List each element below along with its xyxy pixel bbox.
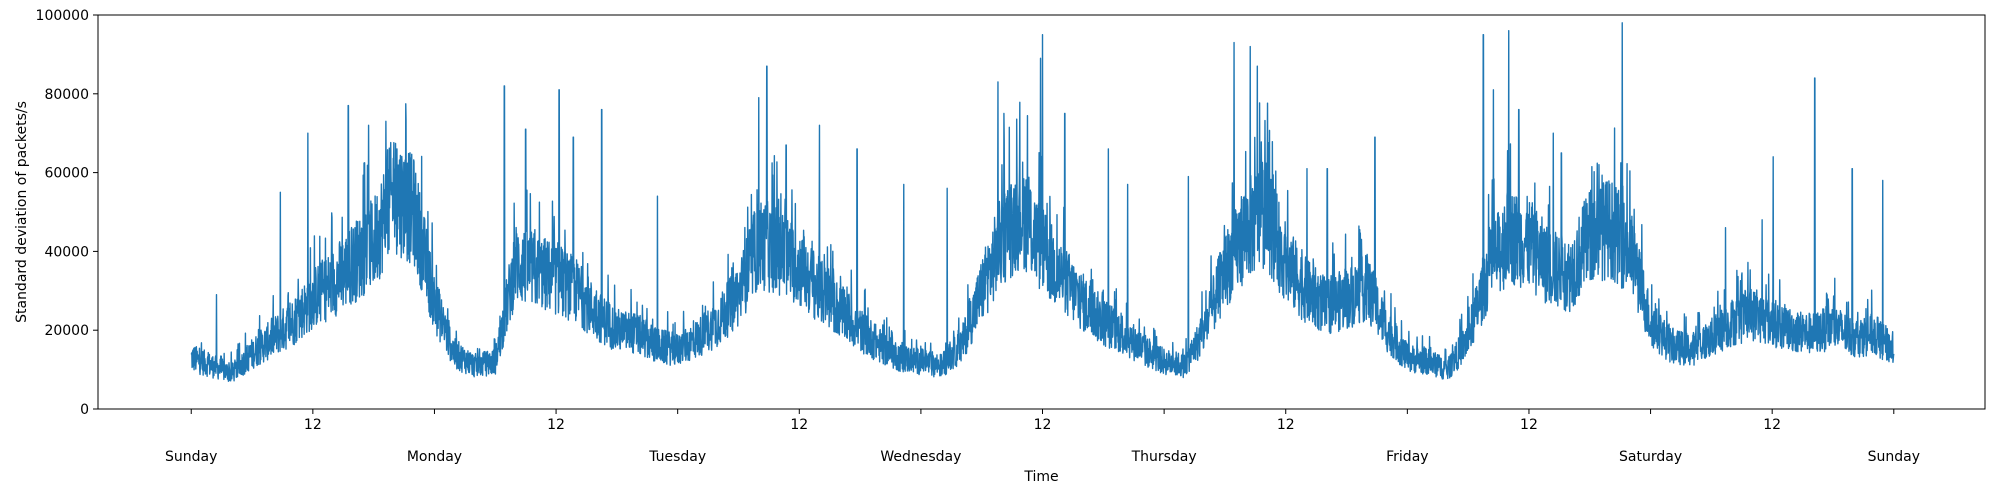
x-minor-tick-label: 12 [790,417,808,433]
y-tick-label: 0 [80,402,89,418]
x-major-tick-label: Monday [407,449,462,465]
y-tick-label: 100000 [36,8,89,24]
x-minor-tick-label: 12 [1277,417,1295,433]
x-axis: 12 12 12 12 12 12 12 Sunday Monday Tuesday Wednesd… [165,409,1920,465]
x-minor-tick-label: 12 [547,417,565,433]
y-axis-label: Standard deviation of packets/s [14,101,30,323]
x-axis-label: Time [1023,469,1058,485]
x-major-tick-label: Tuesday [648,449,706,465]
y-tick-label: 40000 [44,244,89,260]
y-axis: 0 20000 40000 60000 80000 100000 [36,8,98,418]
y-tick-label: 80000 [44,87,89,103]
x-major-tick-label: Saturday [1619,449,1682,465]
x-major-tick-label: Friday [1386,449,1428,465]
plot-frame [97,14,1986,410]
series-layer [190,22,1895,382]
x-major-tick-label: Wednesday [880,449,961,465]
x-minor-tick-label: 12 [1034,417,1052,433]
x-major-tick-label: Sunday [165,449,217,465]
x-major-tick-label: Thursday [1131,449,1197,465]
series-line [190,22,1895,382]
y-tick-label: 60000 [44,166,89,182]
x-minor-tick-label: 12 [1763,417,1781,433]
x-minor-tick-label: 12 [304,417,322,433]
y-tick-label: 20000 [44,323,89,339]
x-major-tick-label: Sunday [1868,449,1920,465]
x-minor-tick-label: 12 [1520,417,1538,433]
